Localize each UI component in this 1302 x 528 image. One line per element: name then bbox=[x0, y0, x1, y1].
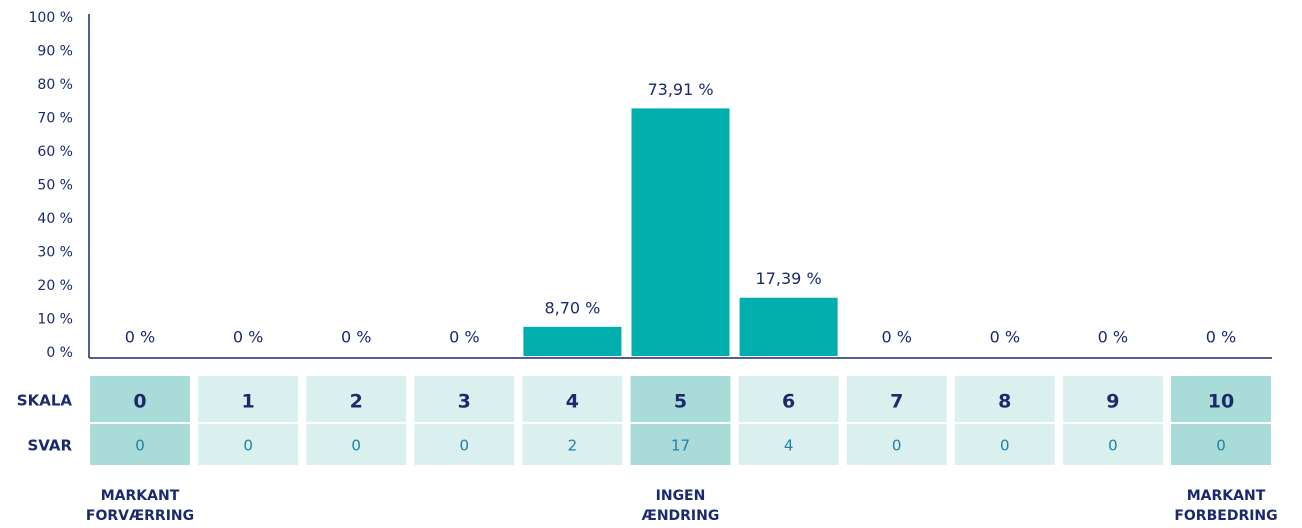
scale-cell bbox=[414, 376, 515, 422]
y-tick-label: 40 % bbox=[37, 211, 73, 227]
count-cell bbox=[1171, 424, 1271, 465]
count-cell bbox=[414, 424, 515, 465]
count-value: 0 bbox=[243, 437, 253, 455]
scale-cell bbox=[90, 376, 190, 422]
scale-note: ÆNDRING bbox=[642, 508, 720, 524]
value-label: 0 % bbox=[990, 328, 1020, 347]
scale-cell bbox=[846, 376, 947, 422]
count-value: 0 bbox=[351, 437, 361, 455]
scale-cell bbox=[954, 376, 1055, 422]
y-tick-label: 10 % bbox=[37, 312, 73, 328]
count-cell bbox=[954, 424, 1055, 465]
y-tick-label: 50 % bbox=[37, 178, 73, 194]
y-tick-label: 90 % bbox=[37, 44, 73, 60]
count-cell bbox=[90, 424, 190, 465]
scale-note: FORVÆRRING bbox=[86, 508, 194, 524]
y-tick-label: 80 % bbox=[37, 77, 73, 93]
bar bbox=[739, 297, 838, 356]
row-label: SVAR bbox=[27, 437, 72, 455]
scale-cell bbox=[198, 376, 299, 422]
count-cell bbox=[522, 424, 623, 465]
value-label: 73,91 % bbox=[647, 80, 713, 99]
count-value: 0 bbox=[1216, 437, 1226, 455]
value-label: 0 % bbox=[1206, 328, 1236, 347]
value-label: 0 % bbox=[881, 328, 911, 347]
scale-cell bbox=[522, 376, 623, 422]
y-tick-label: 0 % bbox=[46, 345, 73, 361]
y-tick-label: 30 % bbox=[37, 245, 73, 261]
count-cell bbox=[1062, 424, 1163, 465]
scale-note: MARKANT bbox=[1187, 488, 1266, 504]
count-cell bbox=[198, 424, 299, 465]
scale-cell bbox=[630, 376, 731, 422]
value-label: 17,39 % bbox=[756, 269, 822, 288]
value-label: 0 % bbox=[125, 328, 155, 347]
y-tick-label: 70 % bbox=[37, 111, 73, 127]
bar bbox=[631, 108, 730, 357]
count-value: 0 bbox=[892, 437, 902, 455]
count-value: 0 bbox=[460, 437, 470, 455]
value-label: 0 % bbox=[341, 328, 371, 347]
count-value: 4 bbox=[784, 437, 794, 455]
count-cell bbox=[630, 424, 731, 465]
value-label: 0 % bbox=[1098, 328, 1128, 347]
y-tick-label: 20 % bbox=[37, 278, 73, 294]
scale-note: INGEN bbox=[656, 488, 706, 504]
scale-value: 10 bbox=[1208, 391, 1234, 413]
scale-value: 8 bbox=[998, 391, 1011, 413]
count-cell bbox=[846, 424, 947, 465]
scale-value: 2 bbox=[350, 391, 363, 413]
scale-value: 1 bbox=[241, 391, 254, 413]
bar bbox=[523, 326, 622, 356]
count-value: 0 bbox=[1108, 437, 1118, 455]
scale-cell bbox=[738, 376, 839, 422]
scale-value: 9 bbox=[1106, 391, 1119, 413]
value-label: 0 % bbox=[233, 328, 263, 347]
scale-cell bbox=[1171, 376, 1271, 422]
scale-value: 0 bbox=[133, 391, 146, 413]
scale-value: 3 bbox=[458, 391, 471, 413]
count-cell bbox=[738, 424, 839, 465]
scale-note: FORBEDRING bbox=[1174, 508, 1277, 524]
count-cell bbox=[306, 424, 407, 465]
scale-value: 4 bbox=[566, 391, 579, 413]
count-value: 2 bbox=[568, 437, 578, 455]
value-label: 0 % bbox=[449, 328, 479, 347]
y-tick-label: 60 % bbox=[37, 144, 73, 160]
value-label: 8,70 % bbox=[544, 298, 600, 317]
count-value: 17 bbox=[671, 437, 690, 455]
scale-value: 7 bbox=[890, 391, 903, 413]
scale-cell bbox=[1062, 376, 1163, 422]
scale-value: 6 bbox=[782, 391, 795, 413]
count-value: 0 bbox=[1000, 437, 1010, 455]
count-value: 0 bbox=[135, 437, 145, 455]
y-tick-label: 100 % bbox=[29, 10, 73, 26]
row-label: SKALA bbox=[17, 392, 73, 410]
scale-note: MARKANT bbox=[101, 488, 180, 504]
scale-value: 5 bbox=[674, 391, 687, 413]
scale-cell bbox=[306, 376, 407, 422]
